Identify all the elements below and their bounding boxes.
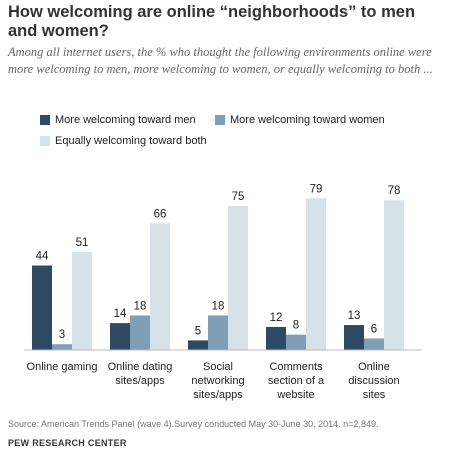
data-label-online-discussion-both: 78	[388, 185, 401, 197]
data-label-online-discussion-men: 13	[348, 310, 361, 322]
data-label-online-discussion-women: 6	[371, 323, 377, 335]
category-label-online-dating: Online dating sites/apps	[108, 361, 173, 387]
data-label-comments-section-men: 12	[270, 312, 283, 324]
bar-online-discussion-both	[384, 200, 404, 350]
category-label-online-discussion: Online discussion sites	[348, 361, 399, 401]
bar-online-dating-men	[110, 323, 130, 350]
legend-swatch-men	[40, 115, 50, 125]
category-label-online-gaming: Online gaming	[27, 361, 98, 373]
chart-subtitle: Among all internet users, the % who thou…	[8, 45, 433, 76]
data-label-social-networking-men: 5	[195, 325, 201, 337]
category-label-social-networking: Social networking sites/apps	[191, 361, 244, 401]
data-label-online-gaming-both: 51	[76, 237, 89, 249]
data-label-online-gaming-women: 3	[59, 329, 65, 341]
grouped-bar-chart: 44 3 51 Online gaming 14 18 66 Online dating sit…	[24, 183, 422, 401]
source-note: Source: American Trends Panel (wave 4).S…	[8, 419, 379, 429]
legend-item-women: More welcoming toward women	[215, 114, 385, 126]
legend-label-women: More welcoming toward women	[230, 114, 385, 126]
bar-online-discussion-men	[344, 325, 364, 350]
category-label-comments-section: Comments section of a website	[268, 361, 325, 401]
data-label-comments-section-women: 8	[293, 320, 299, 332]
organization-name: PEW RESEARCH CENTER	[8, 438, 127, 448]
data-label-online-dating-both: 66	[154, 208, 167, 220]
legend-item-both: Equally welcoming toward both	[40, 135, 207, 147]
chart-legend: More welcoming toward men More welcoming…	[40, 114, 440, 154]
data-label-online-gaming-men: 44	[36, 251, 49, 263]
bar-online-dating-women	[130, 315, 150, 350]
bar-online-gaming-both	[72, 252, 92, 350]
chart-title: How welcoming are online “neighborhoods”…	[8, 3, 416, 40]
bar-social-networking-both	[228, 206, 248, 350]
bar-online-discussion-women	[364, 338, 384, 350]
bar-online-gaming-women	[52, 344, 72, 350]
legend-item-men: More welcoming toward men	[40, 114, 196, 126]
data-label-social-networking-women: 18	[212, 300, 225, 312]
bar-comments-section-both	[306, 198, 326, 350]
legend-label-men: More welcoming toward men	[55, 114, 196, 126]
data-label-online-dating-women: 18	[134, 300, 147, 312]
bar-social-networking-women	[208, 315, 228, 350]
bar-online-dating-both	[150, 223, 170, 350]
legend-swatch-women	[215, 115, 225, 125]
bar-comments-section-men	[266, 326, 286, 350]
bar-online-gaming-men	[32, 265, 52, 350]
bar-comments-section-women	[286, 334, 306, 350]
legend-label-both: Equally welcoming toward both	[55, 135, 207, 147]
legend-swatch-both	[40, 136, 50, 146]
data-label-online-dating-men: 14	[114, 308, 127, 320]
data-label-comments-section-both: 79	[310, 183, 323, 195]
data-label-social-networking-both: 75	[232, 191, 245, 203]
bar-social-networking-men	[188, 340, 208, 350]
